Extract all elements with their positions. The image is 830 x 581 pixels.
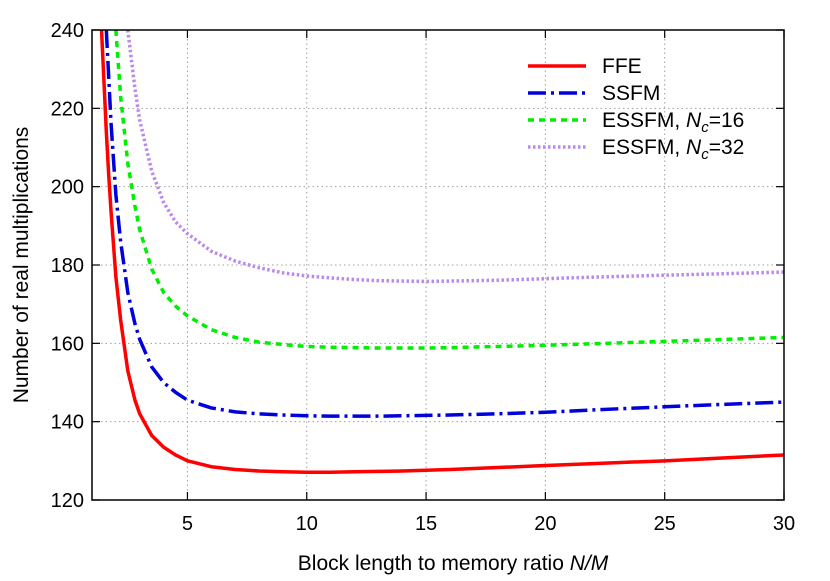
legend-label-subscript: c: [701, 146, 709, 163]
legend-label-variable: N: [686, 109, 702, 132]
ticks: 5 10 15 20 25 30 120 140 160 180 200 220 240: [51, 20, 796, 535]
legend-label-suffix: =32: [709, 136, 745, 159]
y-tick-label: 140: [51, 412, 84, 434]
series-line-0: [99, 30, 784, 474]
legend-label-subscript: c: [701, 119, 709, 136]
legend-label-name: FFE: [602, 55, 642, 78]
series-line-1: [104, 30, 784, 418]
legend-label-2: ESSFM, Nc=16: [602, 109, 744, 136]
y-tick-label: 120: [51, 490, 84, 512]
y-tick-label: 200: [51, 177, 84, 199]
series-line-2: [114, 30, 784, 350]
x-axis-label-text: Block length to memory ratio: [298, 552, 570, 575]
legend-label-suffix: =16: [709, 109, 745, 132]
y-tick-label: 180: [51, 255, 84, 277]
legend-label-name: SSFM: [602, 82, 660, 105]
x-tick-label: 15: [415, 513, 437, 535]
grid: [92, 30, 784, 500]
x-tick-label: 5: [182, 513, 193, 535]
legend-label-1: SSFM: [602, 82, 660, 105]
x-axis-label: Block length to memory ratio N/M: [298, 552, 609, 575]
x-tick-label: 20: [534, 513, 556, 535]
y-tick-label: 240: [51, 20, 84, 42]
legend-label-variable: N: [686, 136, 702, 159]
legend-label-name: ESSFM,: [602, 109, 686, 132]
legend-label-3: ESSFM, Nc=32: [602, 136, 744, 163]
y-axis-label: Number of real multiplications: [10, 127, 33, 404]
legend-label-0: FFE: [602, 55, 642, 78]
x-tick-label: 30: [773, 513, 795, 535]
legend-label-name: ESSFM,: [602, 136, 686, 159]
y-tick-label: 160: [51, 333, 84, 355]
series-group: [99, 30, 784, 474]
x-axis-label-variable: N/M: [570, 552, 609, 575]
series-line-3: [126, 30, 784, 284]
y-tick-label: 220: [51, 98, 84, 120]
x-tick-label: 25: [654, 513, 676, 535]
x-tick-label: 10: [296, 513, 318, 535]
